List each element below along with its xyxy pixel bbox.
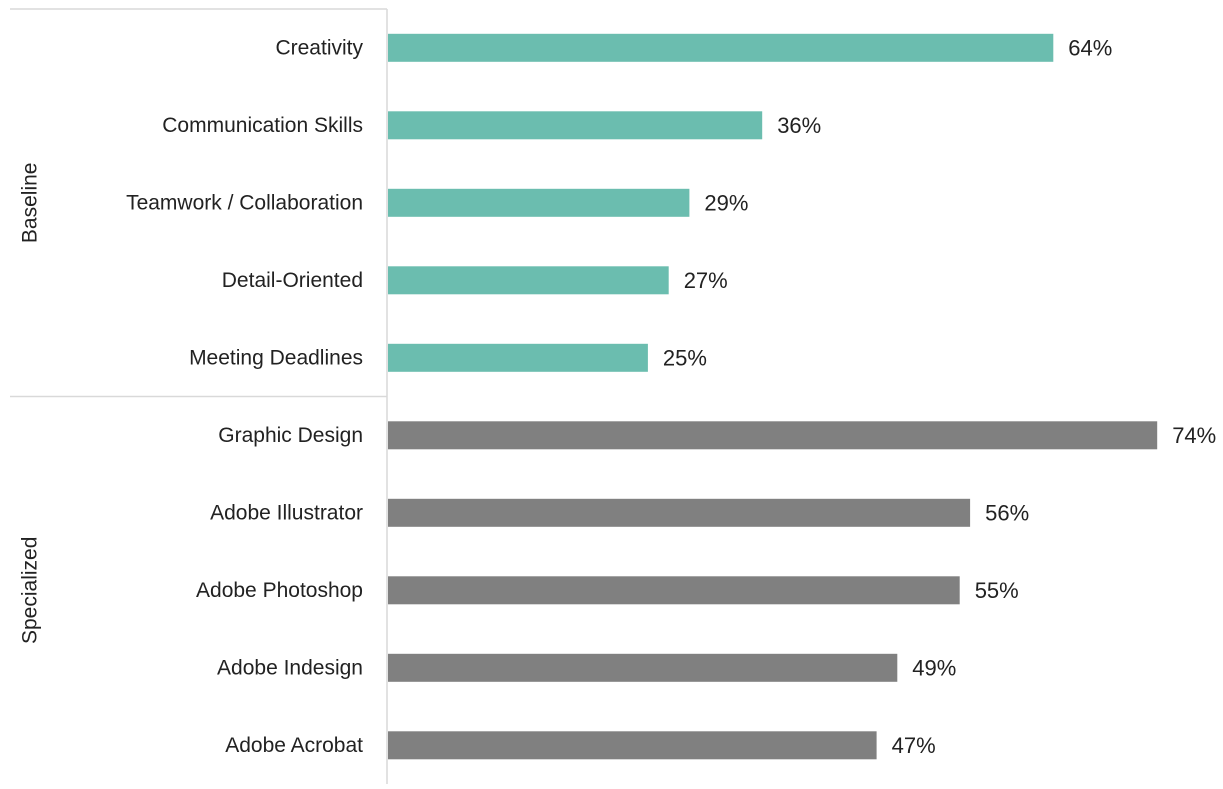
category-label: Adobe Illustrator	[210, 501, 363, 524]
bar	[388, 33, 1054, 62]
bar	[388, 343, 648, 372]
bar	[388, 576, 960, 605]
category-label: Graphic Design	[218, 424, 363, 447]
value-label: 36%	[777, 113, 821, 138]
group-label: Baseline	[19, 163, 42, 244]
value-label: 64%	[1068, 35, 1112, 60]
value-label: 56%	[985, 500, 1029, 525]
bar	[388, 421, 1158, 450]
value-label: 47%	[892, 733, 936, 758]
category-label: Meeting Deadlines	[189, 346, 363, 369]
value-label: 27%	[684, 268, 728, 293]
value-label: 49%	[912, 655, 956, 680]
bar	[388, 111, 763, 140]
category-label: Creativity	[275, 36, 363, 59]
bar	[388, 731, 877, 760]
category-label: Detail-Oriented	[222, 269, 363, 292]
value-label: 74%	[1172, 423, 1216, 448]
value-label: 25%	[663, 345, 707, 370]
category-label: Teamwork / Collaboration	[126, 191, 363, 214]
category-label: Adobe Photoshop	[196, 579, 363, 602]
group-label: Specialized	[19, 537, 42, 644]
value-label: 55%	[975, 578, 1019, 603]
bar	[388, 653, 898, 682]
bar	[388, 266, 669, 295]
bar	[388, 188, 690, 217]
category-label: Adobe Acrobat	[225, 734, 363, 757]
value-label: 29%	[704, 190, 748, 215]
category-label: Communication Skills	[162, 114, 363, 137]
bar	[388, 498, 971, 527]
category-label: Adobe Indesign	[217, 656, 363, 679]
